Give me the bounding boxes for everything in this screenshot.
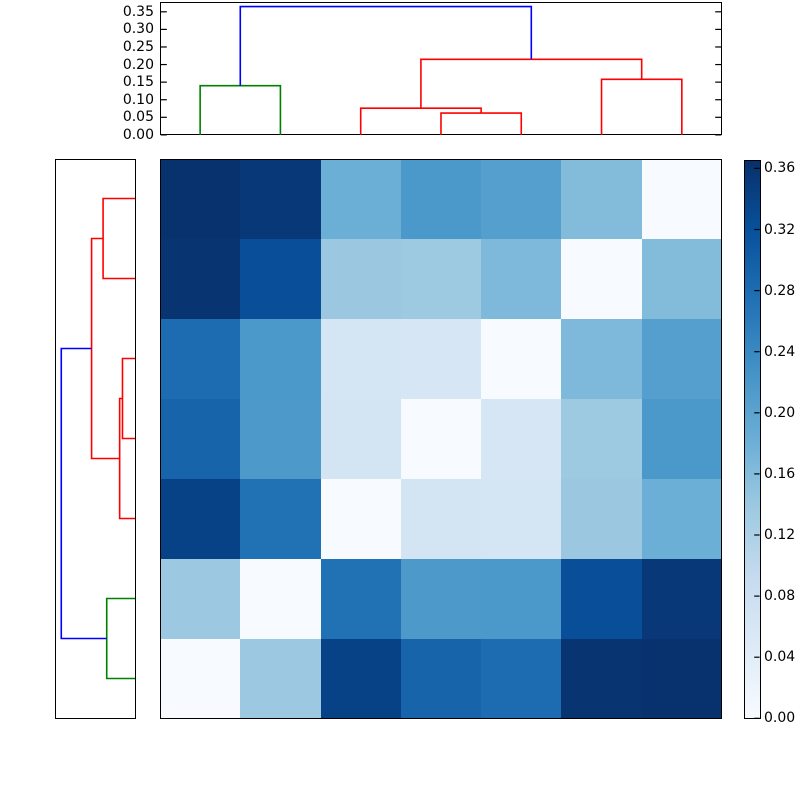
heatmap-cell xyxy=(240,318,321,399)
heatmap-cell xyxy=(481,318,562,399)
heatmap-cell xyxy=(240,238,321,319)
colorbar-tick-label: 0.08 xyxy=(764,588,796,605)
top-dendrogram-link xyxy=(420,58,643,109)
colorbar-tick-label: 0.16 xyxy=(764,465,796,482)
heatmap-cell xyxy=(400,318,482,399)
left-dendrogram-link xyxy=(102,197,135,280)
heatmap-cell xyxy=(641,238,722,319)
heatmap-cell xyxy=(160,158,241,239)
heatmap-cell xyxy=(481,238,562,319)
heatmap-cell xyxy=(400,398,482,479)
heatmap-cell xyxy=(481,558,562,639)
left-dendrogram-link xyxy=(118,397,135,520)
heatmap-cell xyxy=(320,478,401,559)
left-dendrogram-axes xyxy=(55,158,136,719)
heatmap-cell xyxy=(240,478,321,559)
heatmap-grid xyxy=(160,158,722,719)
colorbar-tick-label: 0.20 xyxy=(764,404,796,421)
colorbar xyxy=(744,160,761,719)
heatmap-cell xyxy=(641,318,722,399)
colorbar-tick-label: 0.36 xyxy=(764,160,796,177)
top-dendrogram-link xyxy=(359,107,482,135)
heatmap-cell xyxy=(481,398,562,479)
colorbar-tick-label: 0.00 xyxy=(764,710,796,727)
heatmap-cell xyxy=(481,478,562,559)
heatmap-cell xyxy=(160,638,241,719)
colorbar-gradient xyxy=(745,161,760,718)
heatmap-cell xyxy=(320,158,401,239)
heatmap-cell xyxy=(160,398,241,479)
heatmap-cell xyxy=(400,158,482,239)
heatmap-cell xyxy=(400,558,482,639)
heatmap-cell xyxy=(561,558,642,639)
heatmap-cell xyxy=(400,638,482,719)
top-axis-tick-label: 0.30 xyxy=(122,21,154,38)
top-axis-tick-label: 0.25 xyxy=(122,38,154,55)
heatmap-cell xyxy=(320,558,401,639)
colorbar-tick-label: 0.12 xyxy=(764,527,796,543)
colorbar-tick-label: 0.04 xyxy=(764,649,796,666)
heatmap-cell xyxy=(561,318,642,399)
left-dendrogram-link xyxy=(121,357,135,440)
heatmap-cell xyxy=(400,238,482,319)
top-axis-tick-label: 0.35 xyxy=(122,3,154,20)
top-axis-tick-label: 0.15 xyxy=(122,74,154,91)
top-dendrogram-link xyxy=(199,84,282,135)
heatmap-cell xyxy=(160,478,241,559)
heatmap-cell xyxy=(240,638,321,719)
heatmap-cell xyxy=(561,158,642,239)
left-dendrogram-link xyxy=(60,347,107,640)
top-dendrogram-link xyxy=(239,5,533,86)
heatmap-cell xyxy=(641,638,722,719)
heatmap-cell xyxy=(320,318,401,399)
heatmap-cell xyxy=(160,318,241,399)
heatmap-cell xyxy=(561,638,642,719)
heatmap-cell xyxy=(481,638,562,719)
top-axis-tick-label: 0.05 xyxy=(122,109,154,126)
colorbar-tick-label: 0.24 xyxy=(764,343,796,360)
heatmap-cell xyxy=(641,478,722,559)
heatmap-cell xyxy=(400,478,482,559)
heatmap-cell xyxy=(561,478,642,559)
heatmap-cell xyxy=(641,558,722,639)
heatmap-cell xyxy=(561,398,642,479)
heatmap-cell xyxy=(320,238,401,319)
heatmap-cell xyxy=(320,398,401,479)
heatmap-cell xyxy=(160,558,241,639)
left-dendrogram-link xyxy=(105,597,135,680)
top-dendrogram-axes xyxy=(160,2,722,135)
colorbar-tick-label: 0.32 xyxy=(764,221,796,238)
heatmap-cell xyxy=(240,158,321,239)
top-axis-tick-label: 0.20 xyxy=(122,56,154,73)
heatmap-cell xyxy=(641,398,722,479)
top-dendrogram-link xyxy=(600,78,683,135)
left-dendrogram-link xyxy=(90,237,120,460)
heatmap-cell xyxy=(320,638,401,719)
top-axis-tick-label: 0.10 xyxy=(122,91,154,108)
heatmap-cell xyxy=(481,158,562,239)
top-dendrogram-link xyxy=(440,112,523,135)
heatmap-cell xyxy=(641,158,722,239)
heatmap-cell xyxy=(240,558,321,639)
heatmap-cell xyxy=(160,238,241,319)
top-axis-tick-label: 0.00 xyxy=(122,126,154,143)
heatmap-cell xyxy=(240,398,321,479)
heatmap-cell xyxy=(561,238,642,319)
colorbar-tick-label: 0.28 xyxy=(764,282,796,299)
